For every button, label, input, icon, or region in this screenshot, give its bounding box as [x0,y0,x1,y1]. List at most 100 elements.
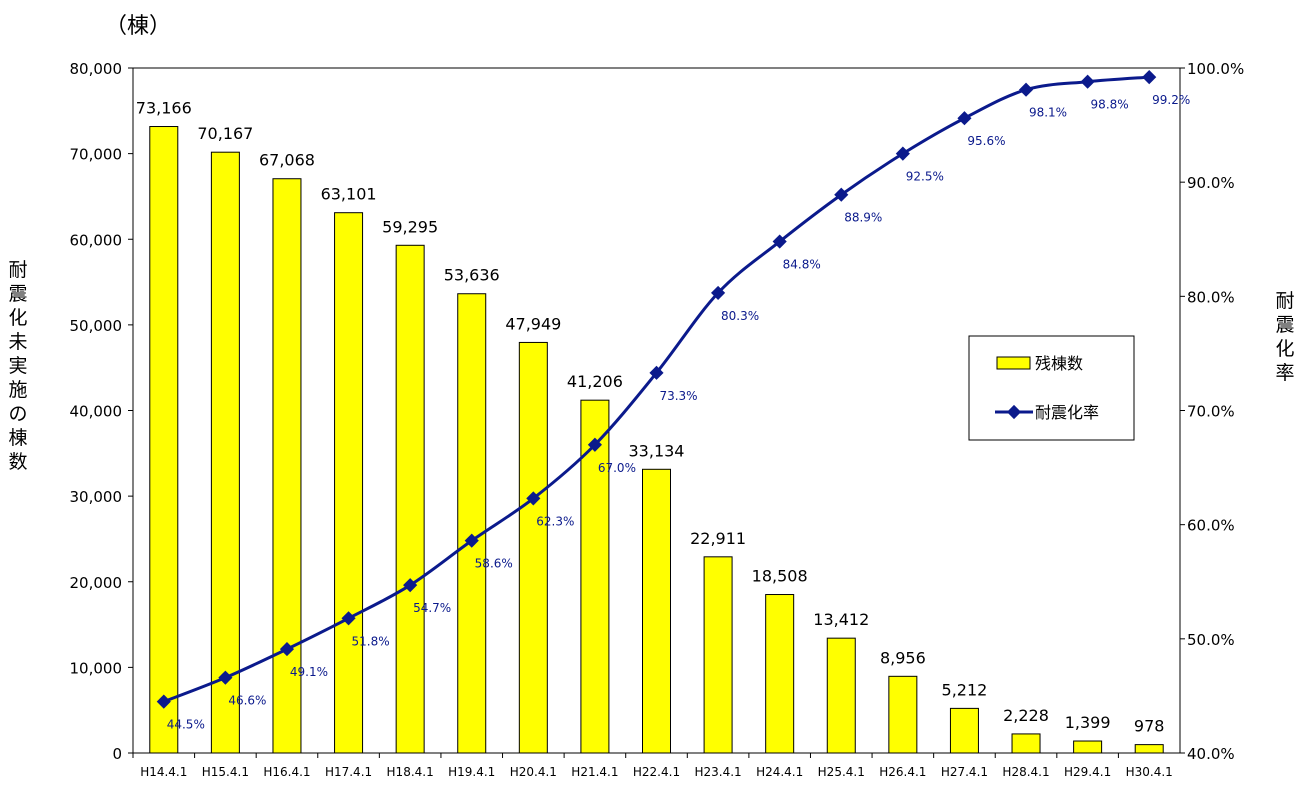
y-axis-title-char: 未 [8,331,27,353]
y-tick-label: 30,000 [70,488,123,506]
bar-value-label: 2,228 [1003,706,1049,725]
legend-box [968,335,1135,441]
y-axis-left: 0 10,000 20,000 30,000 40,000 50,000 60,000 70,… [70,60,133,763]
y2-tick-label: 80.0% [1187,288,1235,306]
bar-value-label: 1,399 [1065,713,1111,732]
rate-value-label: 49.1% [290,665,328,679]
rate-point-H19.4.1 [464,533,479,548]
bar-H18.4.1 [395,244,425,754]
rate-point-H27.4.1 [957,111,972,126]
bar-value-label: 53,636 [444,266,500,285]
y-axis-title-char: 耐 [8,259,27,281]
x-tick-label: H16.4.1 [263,765,310,779]
bar-H25.4.1 [826,637,856,754]
rate-point-H15.4.1 [218,670,233,685]
x-tick-label: H28.4.1 [1002,765,1049,779]
x-tick-label: H14.4.1 [140,765,187,779]
y-axis-right: 40.0% 50.0% 60.0% 70.0% 80.0% 90.0% 100.0% [1180,60,1244,763]
x-tick-label: H27.4.1 [941,765,988,779]
rate-point-H24.4.1 [772,234,787,249]
y2-axis-title-char: 化 [1275,338,1294,360]
x-tick-label: H24.4.1 [756,765,803,779]
bar-H17.4.1 [334,212,364,754]
rate-point-H14.4.1 [156,694,171,709]
y2-axis-title-char: 耐 [1275,290,1294,312]
rate-point-H21.4.1 [587,437,602,452]
rate-point-H16.4.1 [279,642,295,657]
y2-tick-label: 70.0% [1187,403,1235,421]
bar-H30.4.1 [1134,744,1164,754]
rate-point-H30.4.1 [1142,70,1157,85]
bar-value-label: 5,212 [942,680,988,699]
x-tick-label: H21.4.1 [571,765,618,779]
y2-axis-title-char: 率 [1275,362,1294,384]
rate-point-H28.4.1 [1018,82,1034,97]
line-group: 44.5% 46.6% 49.1% 51.8% 54.7% 58.6% 62.3% 67.0%… [156,70,1190,732]
y2-tick-label: 40.0% [1187,745,1235,763]
bar-H15.4.1 [210,151,240,754]
y2-tick-label: 60.0% [1187,517,1235,535]
y-axis-title-char: 施 [8,379,27,401]
x-tick-label: H20.4.1 [510,765,557,779]
y-tick-label: 0 [112,745,122,763]
y-tick-label: 10,000 [70,659,123,677]
bar-H29.4.1 [1073,740,1103,754]
x-tick-label: H18.4.1 [387,765,434,779]
rate-value-label: 44.5% [167,718,205,732]
bar-value-label: 63,101 [321,185,377,204]
rate-point-H22.4.1 [649,365,664,380]
bar-H28.4.1 [1011,733,1041,754]
bar-H20.4.1 [518,341,548,754]
unit-label: （棟） [105,14,171,39]
bar-value-label: 67,068 [259,151,315,170]
bar-H19.4.1 [457,293,487,754]
rate-point-H25.4.1 [834,187,849,202]
y-tick-label: 40,000 [70,403,123,421]
y-tick-label: 70,000 [70,146,123,164]
y-axis-title-char: 震 [8,283,27,305]
bar-H21.4.1 [580,399,610,754]
bar-value-label: 8,956 [880,648,926,667]
rate-value-label: 99.2% [1152,93,1190,107]
y2-tick-label: 50.0% [1187,631,1235,649]
y2-axis-title-char: 震 [1275,314,1294,336]
bar-value-label: 13,412 [813,610,869,629]
y-axis-title-char: 実 [8,355,27,377]
rate-value-label: 51.8% [351,634,389,648]
y-tick-label: 50,000 [70,317,123,335]
y-axis-title-char: 数 [8,451,27,473]
rate-value-label: 80.3% [721,309,759,323]
y-tick-label: 80,000 [70,60,123,78]
rate-point-H23.4.1 [711,285,726,300]
rate-point-H26.4.1 [895,146,910,161]
y-axis-title-right: 耐震化率 [1275,290,1294,384]
y2-tick-label: 90.0% [1187,174,1235,192]
bar-H16.4.1 [272,178,302,754]
bar-value-label: 59,295 [382,217,438,236]
rate-value-label: 88.9% [844,211,882,225]
rate-point-H20.4.1 [526,491,541,506]
bar-value-label: 73,166 [136,99,192,118]
bar-value-label: 978 [1134,717,1165,736]
rate-value-label: 84.8% [783,258,821,272]
legend-line-label: 耐震化率 [1035,403,1099,422]
y-axis-title-char: 棟 [8,427,27,449]
bar-H26.4.1 [888,675,918,754]
legend-line-marker [1006,404,1022,420]
rate-point-H17.4.1 [341,611,356,626]
bar-value-label: 22,911 [690,529,746,548]
x-tick-label: H26.4.1 [879,765,926,779]
bar-value-label: 33,134 [629,441,685,460]
x-tick-label: H23.4.1 [694,765,741,779]
rate-point-H18.4.1 [403,578,418,593]
legend: 残棟数 耐震化率 [968,335,1135,441]
rate-value-label: 95.6% [967,134,1005,148]
bar-value-label: 70,167 [197,124,253,143]
y-tick-label: 60,000 [70,231,123,249]
rate-value-label: 98.1% [1029,106,1067,120]
x-axis: H14.4.1 H15.4.1 H16.4.1 H17.4.1 H18.4.1 H19.4… [132,753,1173,779]
x-tick-label: H25.4.1 [818,765,865,779]
bar-H27.4.1 [949,707,979,754]
x-tick-label: H30.4.1 [1126,765,1173,779]
